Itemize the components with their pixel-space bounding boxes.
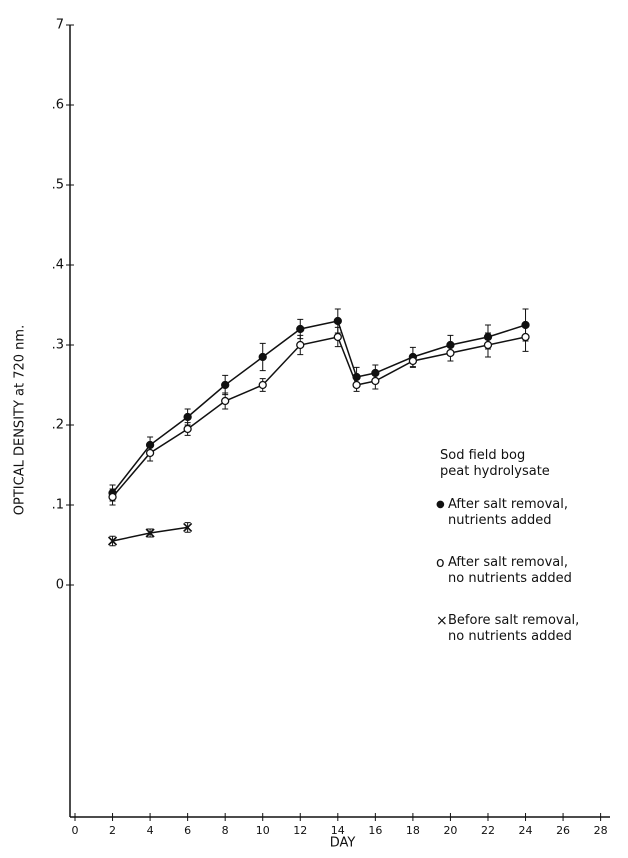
- marker: [446, 348, 455, 358]
- x-axis-label: DAY: [330, 836, 356, 851]
- x-tick-label: 0: [72, 824, 79, 837]
- marker: [258, 380, 267, 390]
- legend-marker: o: [436, 555, 445, 571]
- x-tick-label: 12: [293, 824, 307, 837]
- marker: [408, 356, 418, 366]
- marker: [183, 522, 193, 532]
- marker: [183, 424, 192, 434]
- x-tick-label: 2: [109, 824, 116, 837]
- y-tick-label: .5: [52, 178, 64, 193]
- legend-label: Before salt removal, no nutrients added: [448, 613, 580, 644]
- marker: [221, 380, 230, 390]
- legend-title: Sod field bog peat hydrolysate: [440, 448, 550, 479]
- x-tick-label: 14: [331, 824, 345, 837]
- x-tick-label: 24: [519, 824, 533, 837]
- x-tick-label: 8: [222, 824, 229, 837]
- x-tick-label: 10: [256, 824, 270, 837]
- marker: [183, 412, 192, 422]
- x-tick-label: 18: [406, 824, 420, 837]
- legend-marker: ×: [436, 613, 448, 629]
- legend-marker: ●: [436, 499, 445, 510]
- legend-label: After salt removal, nutrients added: [448, 497, 569, 528]
- marker: [333, 316, 342, 326]
- marker: [108, 492, 117, 502]
- y-tick-label: 0: [56, 578, 64, 593]
- marker: [371, 376, 380, 386]
- y-tick-label: 7: [56, 18, 64, 33]
- marker: [145, 528, 155, 538]
- marker: [521, 332, 530, 342]
- legend-label: After salt removal, no nutrients added: [448, 555, 572, 586]
- marker: [145, 448, 155, 458]
- marker: [221, 396, 230, 406]
- x-tick-label: 6: [184, 824, 191, 837]
- y-tick-label: .4: [52, 258, 64, 273]
- x-tick-label: 4: [147, 824, 154, 837]
- y-tick-label: .1: [52, 498, 64, 513]
- y-tick-label: .6: [52, 98, 64, 113]
- y-tick-label: .2: [52, 418, 64, 433]
- marker: [483, 340, 493, 350]
- y-axis-label: OPTICAL DENSITY at 720 nm.: [13, 325, 28, 515]
- marker: [333, 332, 342, 342]
- marker: [352, 380, 361, 390]
- x-tick-label: 20: [443, 824, 457, 837]
- x-tick-label: 22: [481, 824, 495, 837]
- x-tick-label: 26: [556, 824, 570, 837]
- marker: [296, 324, 305, 334]
- y-tick-label: .3: [52, 338, 64, 353]
- marker: [296, 340, 305, 350]
- x-tick-label: 28: [594, 824, 608, 837]
- marker: [107, 536, 118, 546]
- x-tick-label: 16: [368, 824, 382, 837]
- marker: [258, 352, 267, 362]
